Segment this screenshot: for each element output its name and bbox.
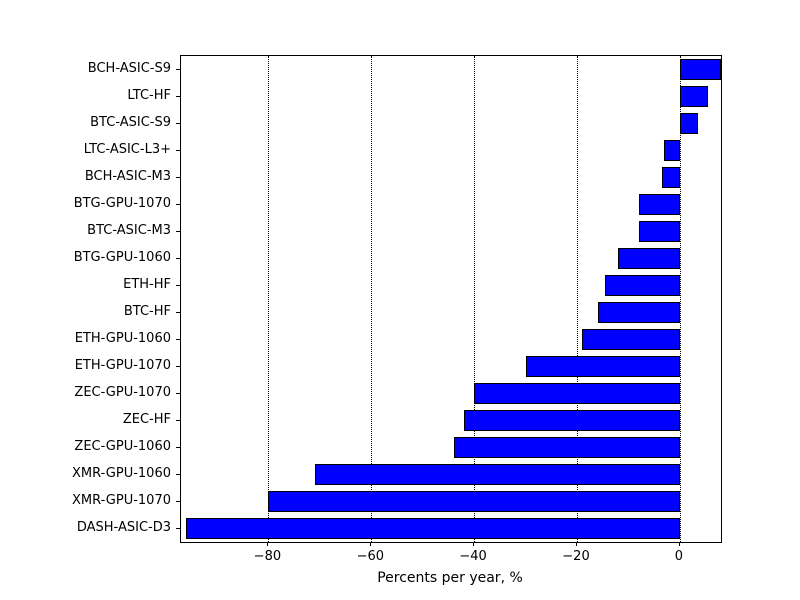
x-tick bbox=[678, 542, 680, 546]
y-tick bbox=[176, 149, 180, 151]
y-tick-label: BCH-ASIC-M3 bbox=[84, 168, 171, 184]
y-tick bbox=[176, 230, 180, 232]
y-tick-label: ZEC-GPU-1070 bbox=[74, 384, 171, 400]
y-tick-label: XMR-GPU-1060 bbox=[72, 465, 171, 481]
grid-line bbox=[371, 56, 373, 542]
y-tick-label: BTC-ASIC-M3 bbox=[87, 222, 171, 238]
x-tick bbox=[267, 542, 269, 546]
y-tick-label: DASH-ASIC-D3 bbox=[76, 519, 171, 535]
y-tick bbox=[176, 392, 180, 394]
y-tick bbox=[176, 419, 180, 421]
y-tick bbox=[176, 95, 180, 97]
bar bbox=[679, 86, 709, 107]
y-tick bbox=[176, 122, 180, 124]
grid-line bbox=[577, 56, 578, 542]
bar bbox=[474, 383, 680, 404]
plot-area bbox=[180, 55, 722, 543]
x-axis-label: Percents per year, % bbox=[377, 570, 523, 586]
y-tick-label: ZEC-HF bbox=[122, 411, 171, 427]
bar bbox=[664, 140, 680, 161]
y-tick-label: BCH-ASIC-S9 bbox=[87, 60, 171, 76]
y-tick-label: BTC-ASIC-S9 bbox=[90, 114, 171, 130]
y-tick bbox=[176, 527, 180, 529]
y-tick bbox=[176, 257, 180, 259]
y-tick-label: BTC-HF bbox=[123, 303, 171, 319]
y-tick bbox=[176, 446, 180, 448]
bar bbox=[638, 194, 680, 215]
bar bbox=[525, 356, 680, 377]
bar bbox=[679, 113, 698, 134]
y-tick bbox=[176, 338, 180, 340]
grid-line bbox=[679, 56, 681, 542]
bar bbox=[597, 302, 680, 323]
bar bbox=[582, 329, 680, 350]
y-tick bbox=[176, 500, 180, 502]
bar bbox=[268, 491, 680, 512]
bar bbox=[638, 221, 680, 242]
y-tick-label: ZEC-GPU-1060 bbox=[74, 438, 171, 454]
x-tick-label: −80 bbox=[253, 549, 282, 564]
bar bbox=[463, 410, 680, 431]
y-tick-label: BTG-GPU-1060 bbox=[73, 249, 171, 265]
y-tick bbox=[176, 68, 180, 70]
bar bbox=[314, 464, 680, 485]
bar bbox=[618, 248, 680, 269]
y-tick bbox=[176, 311, 180, 313]
x-tick-label: −20 bbox=[562, 549, 590, 564]
x-tick bbox=[576, 542, 577, 546]
bar bbox=[679, 59, 721, 80]
y-tick-label: LTC-ASIC-L3+ bbox=[83, 141, 171, 157]
y-tick bbox=[176, 176, 180, 178]
y-tick-label: ETH-GPU-1060 bbox=[74, 330, 171, 346]
y-tick-label: BTG-GPU-1070 bbox=[73, 195, 171, 211]
bar bbox=[453, 437, 680, 458]
x-tick-label: −60 bbox=[356, 549, 385, 564]
y-tick-label: ETH-GPU-1070 bbox=[74, 357, 171, 373]
grid-line bbox=[474, 56, 476, 542]
y-tick bbox=[176, 203, 180, 205]
bar bbox=[186, 518, 680, 539]
y-tick bbox=[176, 365, 180, 367]
bar bbox=[661, 167, 680, 188]
x-tick-label: 0 bbox=[674, 549, 684, 564]
bar bbox=[605, 275, 680, 296]
x-tick-label: −40 bbox=[459, 549, 487, 564]
x-tick bbox=[473, 542, 475, 546]
y-tick bbox=[176, 473, 180, 475]
x-tick bbox=[370, 542, 372, 546]
grid-line bbox=[268, 56, 270, 542]
y-tick-label: XMR-GPU-1070 bbox=[72, 492, 171, 508]
y-tick bbox=[176, 284, 180, 286]
y-tick-label: LTC-HF bbox=[127, 87, 171, 103]
y-tick-label: ETH-HF bbox=[123, 276, 171, 292]
